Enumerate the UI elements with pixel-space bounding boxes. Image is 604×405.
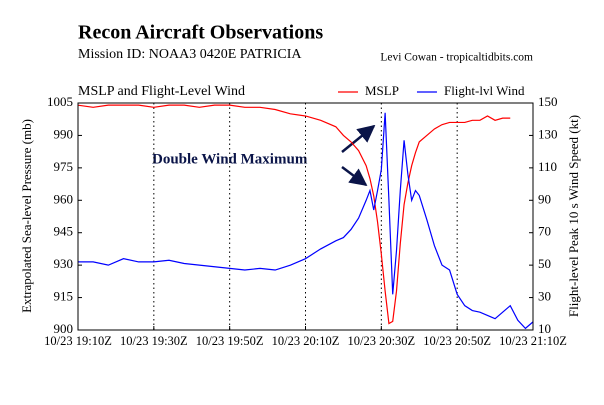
series-line bbox=[78, 112, 534, 330]
panel-title: MSLP and Flight-Level Wind bbox=[78, 84, 245, 99]
y2-axis-label: Flight-level Peak 10 s Wind Speed (kt) bbox=[566, 115, 581, 317]
legend-label: Flight-lvl Wind bbox=[444, 83, 525, 98]
chart-title: Recon Aircraft Observations bbox=[78, 22, 323, 44]
y-tick-label: 960 bbox=[54, 191, 74, 206]
x-tick-label: 10/23 19:50Z bbox=[195, 334, 264, 348]
y2-tick-label: 130 bbox=[538, 126, 558, 141]
y2-tick-label: 50 bbox=[538, 256, 551, 271]
y-tick-label: 915 bbox=[54, 289, 74, 304]
credit: Levi Cowan - tropicaltidbits.com bbox=[380, 52, 533, 64]
y-tick-label: 930 bbox=[54, 256, 74, 271]
y2-tick-label: 10 bbox=[538, 321, 551, 336]
x-tick-label: 10/23 20:50Z bbox=[423, 334, 492, 348]
plot-frame bbox=[77, 102, 534, 331]
y2-tick-label: 30 bbox=[538, 289, 551, 304]
annotation-arrow bbox=[341, 166, 368, 187]
y-tick-label: 975 bbox=[54, 159, 74, 174]
x-tick-label: 10/23 19:10Z bbox=[44, 334, 112, 348]
y-tick-label: 945 bbox=[54, 224, 74, 239]
y2-tick-label: 150 bbox=[538, 94, 558, 109]
y2-tick-label: 70 bbox=[538, 224, 551, 239]
series-line bbox=[77, 104, 511, 325]
x-tick-label: 10/23 20:10Z bbox=[271, 334, 340, 348]
y-axis-label: Extrapolated Sea-level Pressure (mb) bbox=[19, 119, 34, 313]
x-tick-label: 10/23 19:30Z bbox=[119, 334, 188, 348]
legend-label: MSLP bbox=[365, 83, 399, 98]
y-tick-label: 900 bbox=[54, 321, 74, 336]
x-tick-label: 10/23 21:10Z bbox=[499, 334, 567, 348]
x-tick-label: 10/23 20:30Z bbox=[347, 334, 416, 348]
annotation-arrow bbox=[341, 124, 376, 153]
subtitle: Mission ID: NOAA3 0420E PATRICIA bbox=[78, 47, 302, 62]
y2-tick-label: 90 bbox=[538, 191, 551, 206]
y-tick-label: 1005 bbox=[47, 94, 73, 109]
y2-tick-label: 110 bbox=[538, 159, 557, 174]
y-tick-label: 990 bbox=[54, 126, 74, 141]
annotation: Double Wind Maximum bbox=[152, 151, 308, 167]
